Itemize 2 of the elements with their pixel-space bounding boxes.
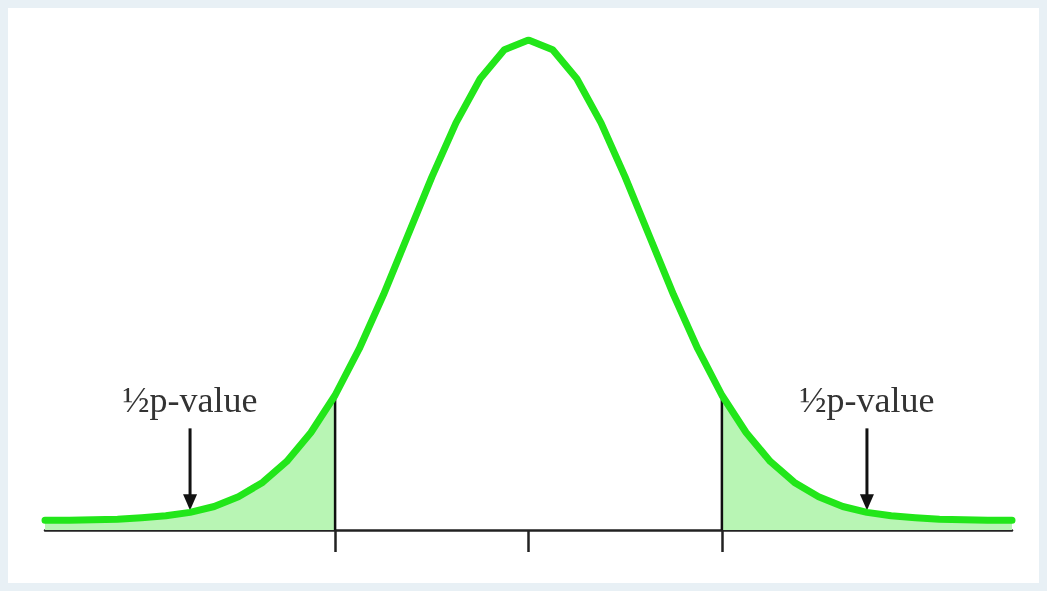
annotation: ½p-value: [799, 380, 935, 421]
annotation: ½p-value: [122, 380, 258, 421]
